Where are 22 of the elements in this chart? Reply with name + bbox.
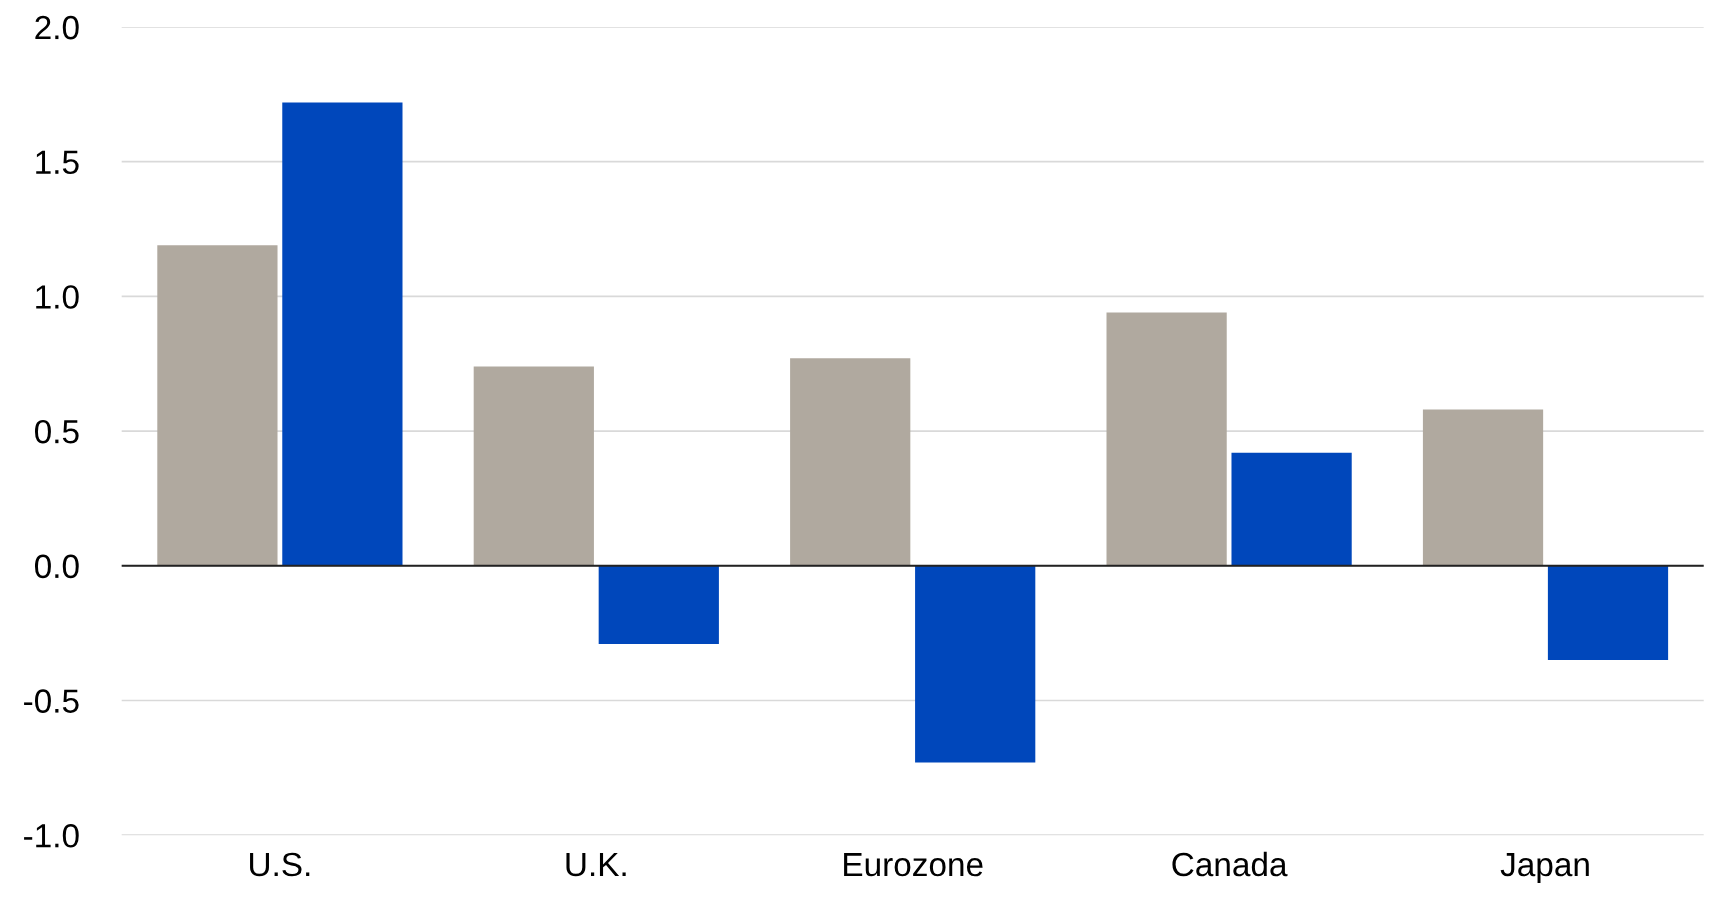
y-tick-label: 1.0	[36, 285, 79, 309]
bar	[157, 245, 278, 566]
y-tick-label: 1.5	[36, 150, 79, 175]
bar	[1422, 409, 1544, 566]
y-tick-label: 0.0	[35, 554, 79, 579]
bar	[790, 358, 911, 566]
bar	[1231, 452, 1352, 566]
x-tick-label: U.K.	[566, 853, 626, 877]
y-tick-label: -0.5	[24, 689, 79, 713]
bar	[473, 366, 594, 566]
bar	[1106, 312, 1227, 566]
bar	[915, 565, 1036, 763]
y-tick-label: 2.0	[35, 15, 79, 40]
x-tick-label: Eurozone	[844, 853, 983, 877]
y-tick-label: 0.5	[35, 419, 79, 444]
bar	[282, 102, 403, 566]
y-tick-label: -1.0	[24, 824, 79, 848]
x-tick-label: Japan	[1500, 853, 1589, 883]
x-tick-label: Canada	[1172, 851, 1288, 877]
bar	[1547, 565, 1669, 661]
bar	[598, 565, 719, 644]
x-tick-label: U.S.	[250, 852, 310, 877]
